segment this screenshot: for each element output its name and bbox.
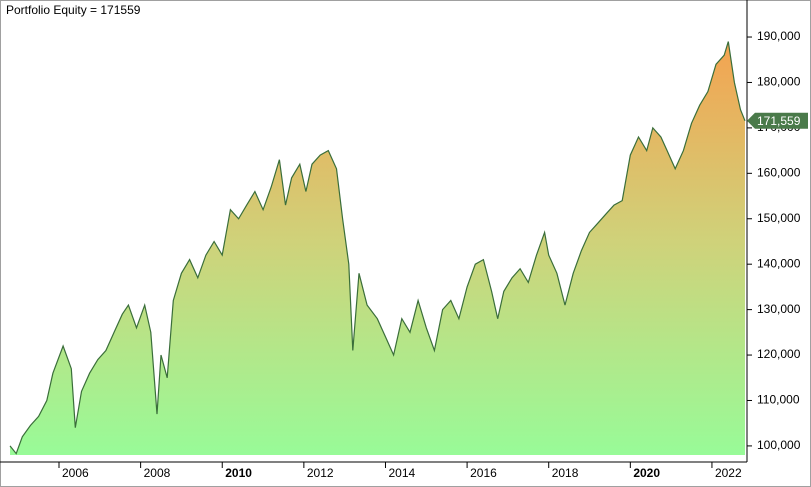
x-tick-label: 2022 bbox=[715, 466, 742, 480]
equity-line bbox=[9, 41, 746, 455]
last-value-label: 171,559 bbox=[757, 114, 801, 128]
x-tick-label: 2014 bbox=[388, 466, 415, 480]
y-tick-label: 130,000 bbox=[757, 302, 801, 316]
x-tick-label: 2016 bbox=[470, 466, 497, 480]
y-tick-label: 180,000 bbox=[757, 75, 801, 89]
x-tick-label: 2012 bbox=[307, 466, 334, 480]
y-tick-label: 100,000 bbox=[757, 438, 801, 452]
y-tick-label: 110,000 bbox=[757, 393, 800, 407]
y-tick-label: 140,000 bbox=[757, 256, 801, 270]
x-tick-label: 2010 bbox=[225, 466, 252, 480]
equity-area bbox=[10, 41, 745, 455]
y-tick-label: 190,000 bbox=[757, 29, 801, 43]
x-tick-label: 2020 bbox=[633, 466, 660, 480]
x-tick-label: 2008 bbox=[144, 466, 171, 480]
x-tick-label: 2006 bbox=[62, 466, 89, 480]
y-tick-label: 160,000 bbox=[757, 165, 801, 179]
chart-title: Portfolio Equity = 171559 bbox=[6, 3, 141, 17]
x-tick-label: 2018 bbox=[552, 466, 579, 480]
last-value-marker bbox=[747, 112, 808, 129]
y-tick-label: 120,000 bbox=[757, 347, 801, 361]
y-tick-label: 150,000 bbox=[757, 211, 801, 225]
